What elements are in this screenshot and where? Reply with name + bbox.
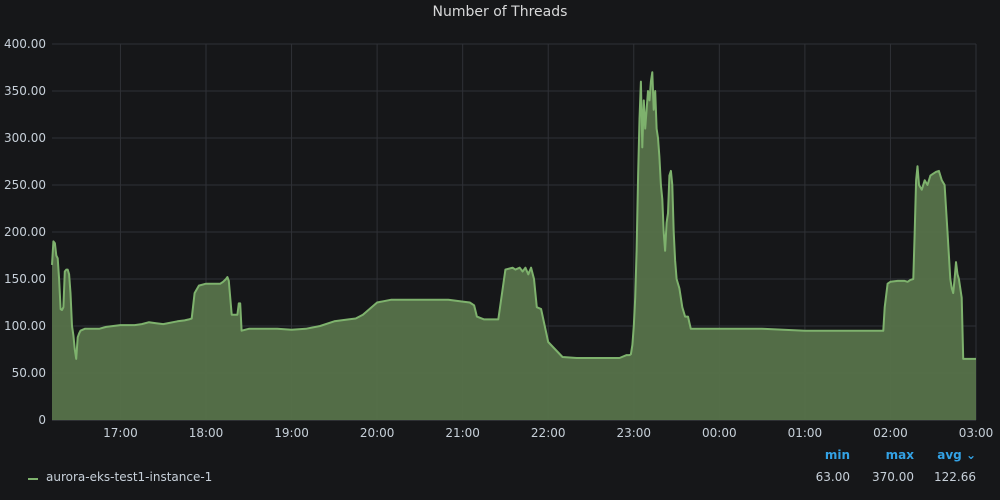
x-tick-label: 17:00	[103, 426, 138, 440]
x-tick-label: 20:00	[360, 426, 395, 440]
x-tick-label: 01:00	[788, 426, 823, 440]
x-tick-label: 23:00	[616, 426, 651, 440]
y-axis: 0 50.00 100.00 150.00 200.00 250.00 300.00 350.…	[4, 37, 46, 427]
x-tick-label: 21:00	[445, 426, 480, 440]
legend-header-min[interactable]: min	[824, 448, 850, 462]
x-tick-label: 22:00	[531, 426, 566, 440]
y-tick-label: 50.00	[12, 366, 46, 380]
x-tick-label: 02:00	[873, 426, 908, 440]
x-tick-label: 00:00	[702, 426, 737, 440]
legend-row: aurora-eks-test1-instance-1 63.00 370.00…	[24, 470, 980, 488]
threads-chart: 0 50.00 100.00 150.00 200.00 250.00 300.00 350.…	[4, 37, 993, 440]
y-tick-label: 200.00	[4, 225, 46, 239]
y-tick-label: 350.00	[4, 84, 46, 98]
y-tick-label: 300.00	[4, 131, 46, 145]
y-tick-label: 0	[38, 413, 46, 427]
legend-value-min: 63.00	[815, 470, 850, 484]
panel-title[interactable]: Number of Threads	[432, 4, 568, 20]
y-tick-label: 100.00	[4, 319, 46, 333]
series-line[interactable]	[51, 71, 976, 360]
x-tick-label: 03:00	[959, 426, 994, 440]
y-tick-label: 250.00	[4, 178, 46, 192]
y-tick-label: 150.00	[4, 272, 46, 286]
y-tick-label: 400.00	[4, 37, 46, 51]
x-axis: 17:00 18:00 19:00 20:00 21:00 22:00 23:00 00:00…	[103, 426, 993, 440]
x-tick-label: 19:00	[274, 426, 309, 440]
legend-series-name[interactable]: aurora-eks-test1-instance-1	[46, 470, 213, 484]
legend-header-avg[interactable]: avg ⌄	[937, 448, 976, 462]
series-area	[52, 72, 976, 420]
legend-value-avg: 122.66	[934, 470, 976, 484]
x-tick-label: 18:00	[189, 426, 224, 440]
legend-header-max[interactable]: max	[885, 448, 914, 462]
legend-value-max: 370.00	[872, 470, 914, 484]
series-color-swatch[interactable]	[28, 478, 38, 480]
